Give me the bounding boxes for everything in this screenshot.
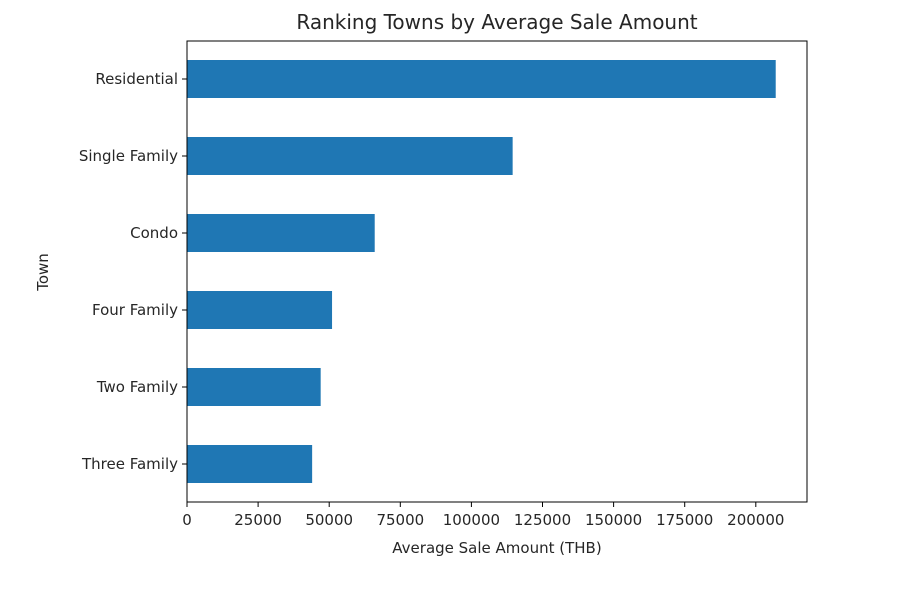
chart-title: Ranking Towns by Average Sale Amount bbox=[296, 10, 697, 34]
x-tick-label: 200000 bbox=[727, 511, 784, 529]
y-axis-ticks: Residential Single Family Condo Four Family… bbox=[79, 70, 187, 473]
x-tick-label: 50000 bbox=[305, 511, 353, 529]
bars-group bbox=[187, 60, 776, 483]
x-tick-label: 150000 bbox=[585, 511, 642, 529]
x-tick-label: 100000 bbox=[443, 511, 500, 529]
y-tick-label: Three Family bbox=[81, 455, 178, 473]
y-axis-label: Town bbox=[34, 253, 52, 292]
y-tick-label: Residential bbox=[95, 70, 178, 88]
plot-frame bbox=[186, 40, 808, 503]
bar-single-family bbox=[187, 137, 513, 175]
y-tick-label: Four Family bbox=[92, 301, 178, 319]
x-tick-label: 0 bbox=[182, 511, 192, 529]
bar-condo bbox=[187, 214, 375, 252]
bar-three-family bbox=[187, 445, 313, 483]
y-tick-label: Single Family bbox=[79, 147, 178, 165]
y-tick-label: Two Family bbox=[96, 378, 178, 396]
x-tick-label: 175000 bbox=[656, 511, 713, 529]
x-axis-ticks: 0 25000 50000 75000 100000 125000 150000 175000… bbox=[182, 502, 784, 529]
x-tick-label: 125000 bbox=[514, 511, 571, 529]
y-tick-label: Condo bbox=[130, 224, 178, 242]
x-axis-label: Average Sale Amount (THB) bbox=[392, 539, 601, 557]
bar-residential bbox=[187, 60, 776, 98]
bar-four-family bbox=[187, 291, 333, 329]
x-tick-label: 75000 bbox=[376, 511, 424, 529]
bar-two-family bbox=[187, 368, 321, 406]
x-tick-label: 25000 bbox=[234, 511, 282, 529]
